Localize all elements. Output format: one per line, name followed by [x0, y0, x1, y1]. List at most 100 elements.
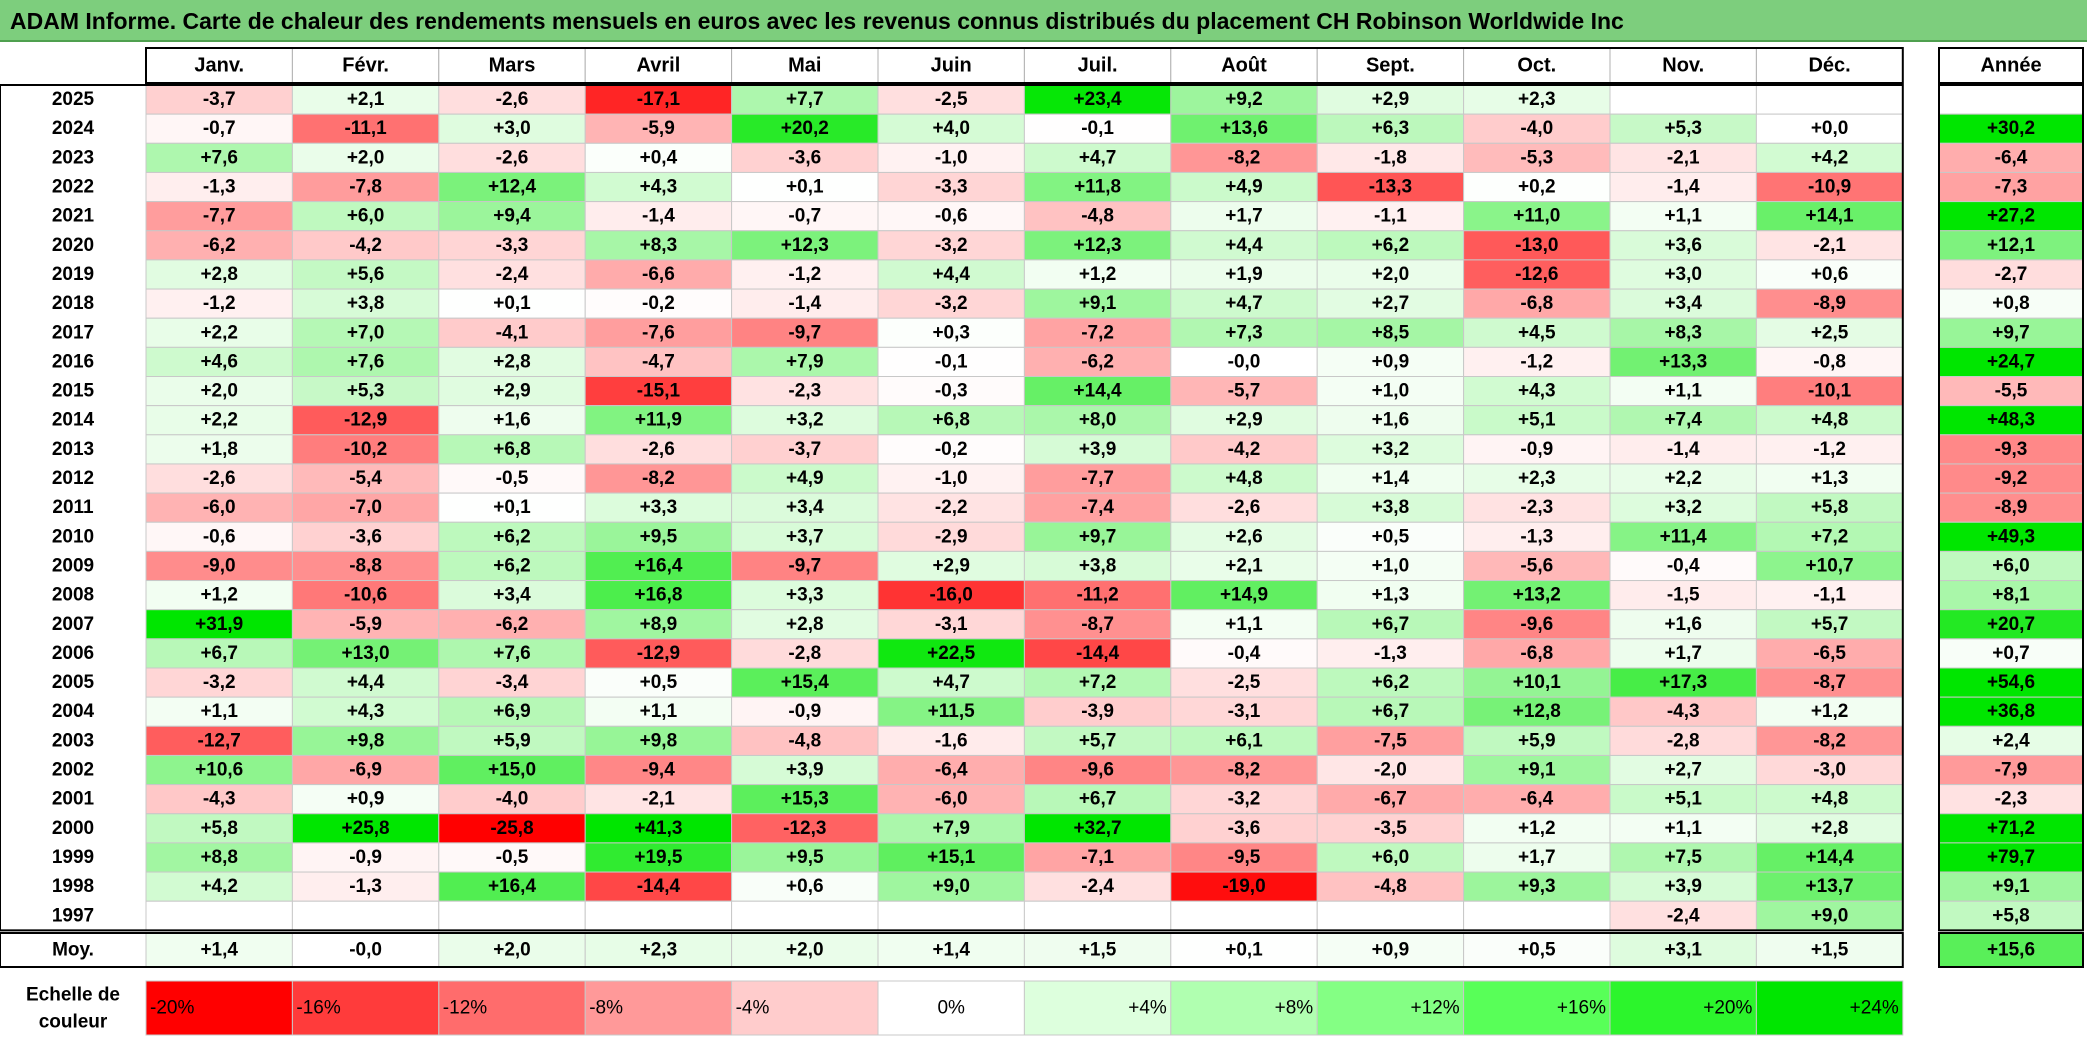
heat-cell-label: +16,4: [488, 876, 537, 897]
heat-cell-label: -6,2: [496, 614, 529, 635]
heat-cell: [1463, 667, 1611, 698]
heat-cell-label: -7,1: [1081, 847, 1114, 868]
heat-cell-label: +5,7: [1811, 614, 1849, 635]
heat-cell: [1023, 900, 1172, 931]
heat-cell: [877, 230, 1025, 261]
heat-cell-label: +5,1: [1664, 789, 1702, 810]
heat-cell-label: +9,8: [640, 730, 678, 751]
year-label: 2006: [52, 643, 94, 664]
heat-cell-label: +7,4: [1664, 410, 1702, 431]
heat-cell-label: -3,7: [788, 439, 821, 460]
heat-cell: [145, 317, 293, 348]
heat-cell-label: -14,4: [637, 876, 681, 897]
heat-cell: [1463, 317, 1611, 348]
heat-cell-label: +1,1: [640, 701, 678, 722]
heat-cell: [1023, 784, 1172, 815]
heat-cell-label: -0,7: [203, 118, 236, 139]
heat-cell-label: -6,9: [349, 760, 382, 781]
year-header-border: [1938, 47, 2084, 84]
heat-cell-label: -2,6: [496, 147, 529, 168]
heat-cell-label: -1,1: [1813, 585, 1846, 606]
heat-cell-label: +7,6: [347, 351, 385, 372]
heat-cell: [1316, 754, 1465, 786]
heat-cell-label: +13,7: [1806, 876, 1854, 897]
scale-label: Echelle de: [26, 985, 120, 1006]
average-annual-cell: [1938, 932, 2084, 968]
heat-cell-label: -19,0: [1222, 876, 1265, 897]
heat-cell: [438, 609, 586, 640]
heat-cell-label: -9,6: [1081, 760, 1114, 781]
heat-cell: [291, 900, 440, 931]
heat-cell: [438, 521, 586, 552]
scale-swatch-label: -12%: [443, 998, 487, 1019]
heat-cell: [291, 376, 440, 407]
heat-cell: [291, 201, 440, 232]
heat-cell-label: -1,5: [1667, 585, 1700, 606]
month-header: Sept.: [1366, 55, 1415, 77]
annual-cell: [1938, 84, 2084, 115]
heat-cell-label: -17,1: [637, 89, 681, 110]
average-cell-label: +0,1: [1225, 940, 1263, 961]
heat-cell-label: -3,4: [496, 672, 529, 693]
annual-cell-label: +71,2: [1987, 818, 2035, 839]
heat-cell-label: -0,9: [349, 847, 382, 868]
scale-swatch: [1170, 980, 1318, 1036]
heat-cell-label: +8,0: [1079, 410, 1117, 431]
year-label: 1998: [52, 876, 94, 897]
heat-cell-label: -0,5: [496, 468, 529, 489]
heat-cell-label: -3,7: [203, 89, 236, 110]
heat-cell: [1755, 84, 1904, 115]
heat-cell-label: -7,5: [1374, 730, 1407, 751]
heat-cell-label: -13,3: [1369, 177, 1412, 198]
heat-cell-label: +1,7: [1225, 206, 1263, 227]
heat-cell-label: +12,3: [781, 235, 829, 256]
heat-cell: [1316, 900, 1465, 931]
heat-cell-label: -2,1: [642, 789, 675, 810]
heat-cell-label: +3,2: [786, 410, 824, 431]
heat-cell: [1023, 259, 1172, 290]
heat-cell-label: +20,2: [781, 118, 829, 139]
heat-cell: [438, 871, 586, 902]
average-cell-label: +3,1: [1664, 940, 1702, 961]
heat-cell-label: -2,4: [1667, 905, 1700, 926]
month-header-cell: [1609, 47, 1757, 84]
heat-cell-label: +4,3: [640, 177, 678, 198]
heat-cell: [877, 667, 1025, 698]
average-cell: [877, 932, 1025, 968]
heat-cell-label: +4,7: [1079, 147, 1117, 168]
heat-cell: [1609, 667, 1757, 698]
heat-cell-label: -10,2: [344, 439, 387, 460]
heat-cell-label: +0,3: [932, 322, 970, 343]
heat-cell-label: -9,5: [1228, 847, 1261, 868]
heat-cell: [877, 405, 1025, 436]
heat-cell: [1463, 900, 1611, 931]
heat-cell-label: +3,9: [1664, 876, 1702, 897]
heat-cell-label: +0,1: [493, 497, 531, 518]
heat-cell: [731, 405, 879, 436]
heat-cell-label: +6,7: [1079, 789, 1117, 810]
heat-cell-label: -1,3: [1520, 526, 1553, 547]
heat-cell: [1170, 346, 1318, 378]
annual-cell-label: +12,1: [1987, 235, 2036, 256]
heat-cell-label: +14,1: [1806, 206, 1855, 227]
month-header-border: [145, 47, 1904, 84]
heat-cell: [1755, 754, 1904, 786]
heat-cell-label: -15,1: [637, 381, 681, 402]
heat-cell: [877, 113, 1025, 144]
heat-cell-label: -4,8: [788, 730, 821, 751]
heat-cell: [1023, 842, 1172, 873]
heat-cell-label: +9,1: [1518, 760, 1556, 781]
heat-cell: [1316, 725, 1465, 756]
heat-cell: [1023, 376, 1172, 407]
heat-cell-label: +7,3: [1225, 322, 1263, 343]
scale-swatch: [145, 980, 293, 1036]
year-label: 2021: [52, 206, 95, 227]
heat-cell: [438, 900, 586, 931]
heat-cell: [1316, 609, 1465, 640]
heat-cell: [145, 813, 293, 844]
heat-cell-label: -1,4: [788, 293, 821, 314]
heat-cell-label: -0,2: [642, 293, 675, 314]
heat-cell: [1609, 288, 1757, 319]
heat-cell: [438, 259, 586, 290]
heat-cell: [291, 842, 440, 873]
